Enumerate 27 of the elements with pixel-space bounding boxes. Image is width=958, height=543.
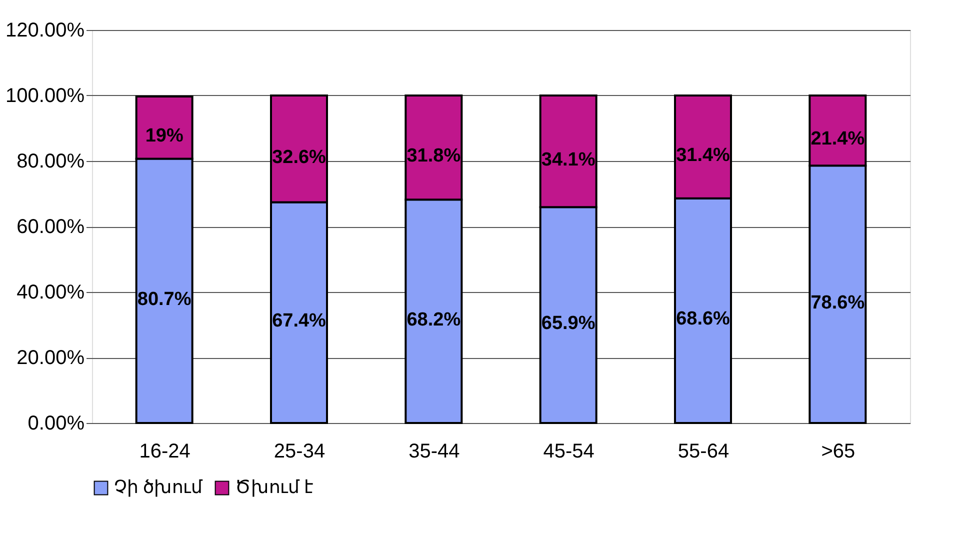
legend-label: Չի ծխում [114, 477, 203, 497]
data-label: 19% [145, 126, 184, 147]
y-tick-label: 0.00% [28, 412, 85, 434]
data-label: 68.6% [676, 308, 730, 330]
data-label: 31.8% [406, 146, 461, 167]
x-tick-label: >65 [821, 440, 856, 462]
data-label: 67.4% [272, 310, 326, 332]
data-label: 80.7% [137, 288, 192, 310]
x-tick-label: 16-24 [139, 440, 190, 462]
y-tick-label: 120.00% [6, 20, 85, 42]
y-tick-label: 100.00% [6, 85, 85, 107]
y-tick-label: 80.00% [16, 150, 85, 172]
data-label: 21.4% [810, 128, 865, 150]
y-tick-label: 60.00% [16, 216, 85, 238]
x-tick-label: 25-34 [274, 440, 326, 462]
x-tick-label: 55-64 [678, 440, 730, 462]
x-tick-label: 45-54 [543, 440, 594, 462]
data-label: 65.9% [541, 313, 596, 334]
data-label: 34.1% [541, 149, 596, 170]
y-tick-label: 40.00% [16, 282, 85, 304]
data-label: 32.6% [272, 146, 326, 168]
legend-label: Ծխում է [235, 477, 314, 497]
data-label: 78.6% [810, 292, 865, 314]
y-tick-label: 20.00% [16, 347, 85, 369]
data-label: 68.2% [406, 309, 461, 330]
x-tick-label: 35-44 [408, 440, 460, 462]
data-label: 31.4% [676, 144, 730, 166]
